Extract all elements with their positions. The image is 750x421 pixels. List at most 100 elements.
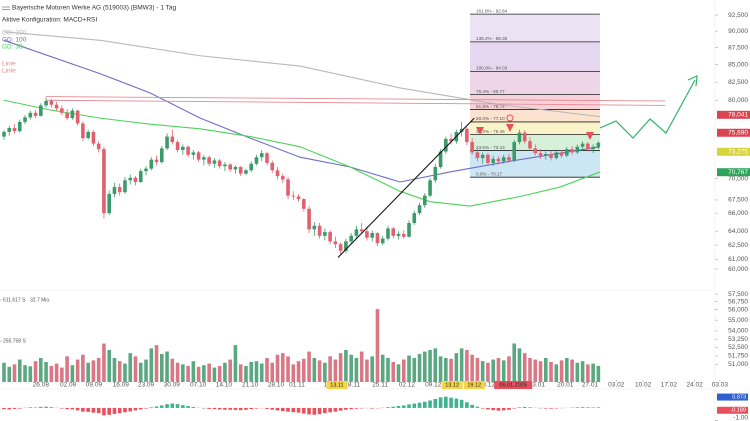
volume-bar bbox=[302, 358, 306, 382]
candle-body bbox=[522, 132, 527, 142]
macd-bar bbox=[501, 407, 506, 411]
candle-body bbox=[149, 159, 154, 169]
volume-tick-label: 255.758 S bbox=[3, 338, 26, 344]
volume-bar bbox=[538, 361, 543, 382]
volume-bar bbox=[228, 359, 232, 382]
candle-body bbox=[596, 142, 601, 147]
x-tick-label: 03.02 bbox=[608, 382, 625, 389]
candle-body bbox=[65, 112, 69, 119]
config-label: Aktive Konfiguration: MACD+RSI bbox=[2, 17, 97, 24]
y-tick-label: 87,500 bbox=[728, 44, 748, 51]
x-tick-label: 09.12 bbox=[425, 382, 442, 389]
x-tick-label: 17.02 bbox=[661, 382, 678, 389]
volume-bar bbox=[449, 358, 453, 382]
y-tick-label: 70,000 bbox=[728, 175, 748, 182]
candle-body bbox=[354, 229, 359, 236]
candle-body bbox=[265, 153, 269, 163]
candle-body bbox=[480, 154, 485, 159]
fib-label: 161.8% - 92.64 bbox=[476, 8, 508, 13]
volume-bar bbox=[323, 362, 327, 382]
macd-bar bbox=[81, 407, 85, 412]
volume-bar bbox=[359, 351, 364, 382]
date-marker bbox=[463, 381, 485, 389]
fib-label: 38.2% - 75.46 bbox=[476, 129, 505, 134]
legend-entry: GD: 200 bbox=[2, 30, 27, 37]
macd-bar bbox=[175, 404, 180, 408]
candle-body bbox=[75, 110, 80, 124]
volume-bar bbox=[81, 354, 85, 382]
candle-body bbox=[486, 154, 490, 163]
macd-bar bbox=[91, 407, 96, 413]
volume-bar bbox=[596, 365, 601, 382]
volume-bar bbox=[275, 354, 280, 382]
date-marker-label: 13.11 bbox=[330, 382, 343, 388]
macd-marker bbox=[717, 393, 748, 401]
macd-bar bbox=[12, 407, 17, 409]
volume-bar bbox=[517, 348, 522, 382]
volume-tick-label: 511.617 S bbox=[3, 297, 26, 303]
macd-bar bbox=[496, 407, 501, 411]
macd-bar bbox=[133, 407, 138, 411]
candle-body bbox=[2, 131, 6, 137]
macd-bar bbox=[207, 407, 211, 409]
volume-bar bbox=[365, 359, 369, 382]
macd-bar bbox=[401, 405, 406, 408]
candle-body bbox=[181, 146, 185, 150]
volume-bar bbox=[444, 357, 448, 382]
macd-bar bbox=[465, 402, 469, 408]
volume-bar bbox=[459, 348, 464, 382]
candle-body bbox=[12, 128, 17, 132]
macd-bar bbox=[307, 407, 311, 415]
volume-bar bbox=[86, 362, 90, 382]
date-marker bbox=[441, 381, 463, 389]
macd-bar bbox=[412, 403, 417, 408]
candle-body bbox=[117, 187, 122, 193]
volume-bar bbox=[17, 359, 22, 382]
macd-bar bbox=[254, 407, 259, 409]
candle-body bbox=[212, 160, 217, 164]
date-marker bbox=[494, 381, 533, 389]
volume-bar bbox=[144, 359, 148, 382]
macd-bar bbox=[70, 407, 75, 410]
price-marker-label: 78,041 bbox=[728, 112, 748, 119]
x-tick-label: 02.09 bbox=[60, 382, 77, 389]
fib-band bbox=[470, 134, 600, 151]
macd-bar bbox=[438, 397, 443, 408]
x-tick-label: 13.01 bbox=[529, 382, 546, 389]
volume-bar bbox=[207, 363, 211, 382]
macd-bar bbox=[512, 407, 517, 409]
candle-body bbox=[39, 105, 43, 116]
candle-body bbox=[196, 152, 201, 160]
candle-body bbox=[186, 146, 190, 155]
volume-bar bbox=[317, 360, 322, 382]
volume-bar bbox=[223, 362, 227, 382]
candle-body bbox=[49, 100, 54, 105]
volume-bar bbox=[454, 353, 459, 382]
fib-label: 50.0% - 77.10 bbox=[476, 116, 505, 121]
x-tick-label: 18.11 bbox=[344, 382, 360, 389]
candle-body bbox=[554, 152, 559, 159]
volume-bar bbox=[575, 362, 580, 382]
price-marker-label: 70,767 bbox=[728, 169, 748, 176]
x-tick-label: 23.09 bbox=[138, 382, 155, 389]
volume-bar bbox=[154, 345, 159, 382]
y-tick-label: 52,500 bbox=[728, 344, 748, 351]
macd-bar bbox=[423, 401, 427, 408]
macd-bar bbox=[323, 407, 327, 414]
volume-bar bbox=[165, 351, 169, 382]
y-tick-label: 54,000 bbox=[728, 328, 748, 335]
signal-arrow bbox=[586, 132, 594, 140]
x-tick-label: 23.12 bbox=[479, 382, 496, 389]
projection-arrowhead bbox=[687, 75, 698, 87]
volume-bar bbox=[286, 356, 290, 382]
macd-bar bbox=[212, 407, 217, 410]
macd-bar bbox=[223, 407, 227, 410]
macd-bar bbox=[159, 405, 164, 408]
candle-body bbox=[217, 160, 222, 167]
macd-bar bbox=[149, 407, 154, 408]
volume-bar bbox=[386, 357, 390, 382]
candle-body bbox=[591, 146, 595, 150]
candle-body bbox=[365, 231, 369, 238]
volume-bar bbox=[186, 365, 190, 382]
macd-bar bbox=[60, 407, 64, 409]
